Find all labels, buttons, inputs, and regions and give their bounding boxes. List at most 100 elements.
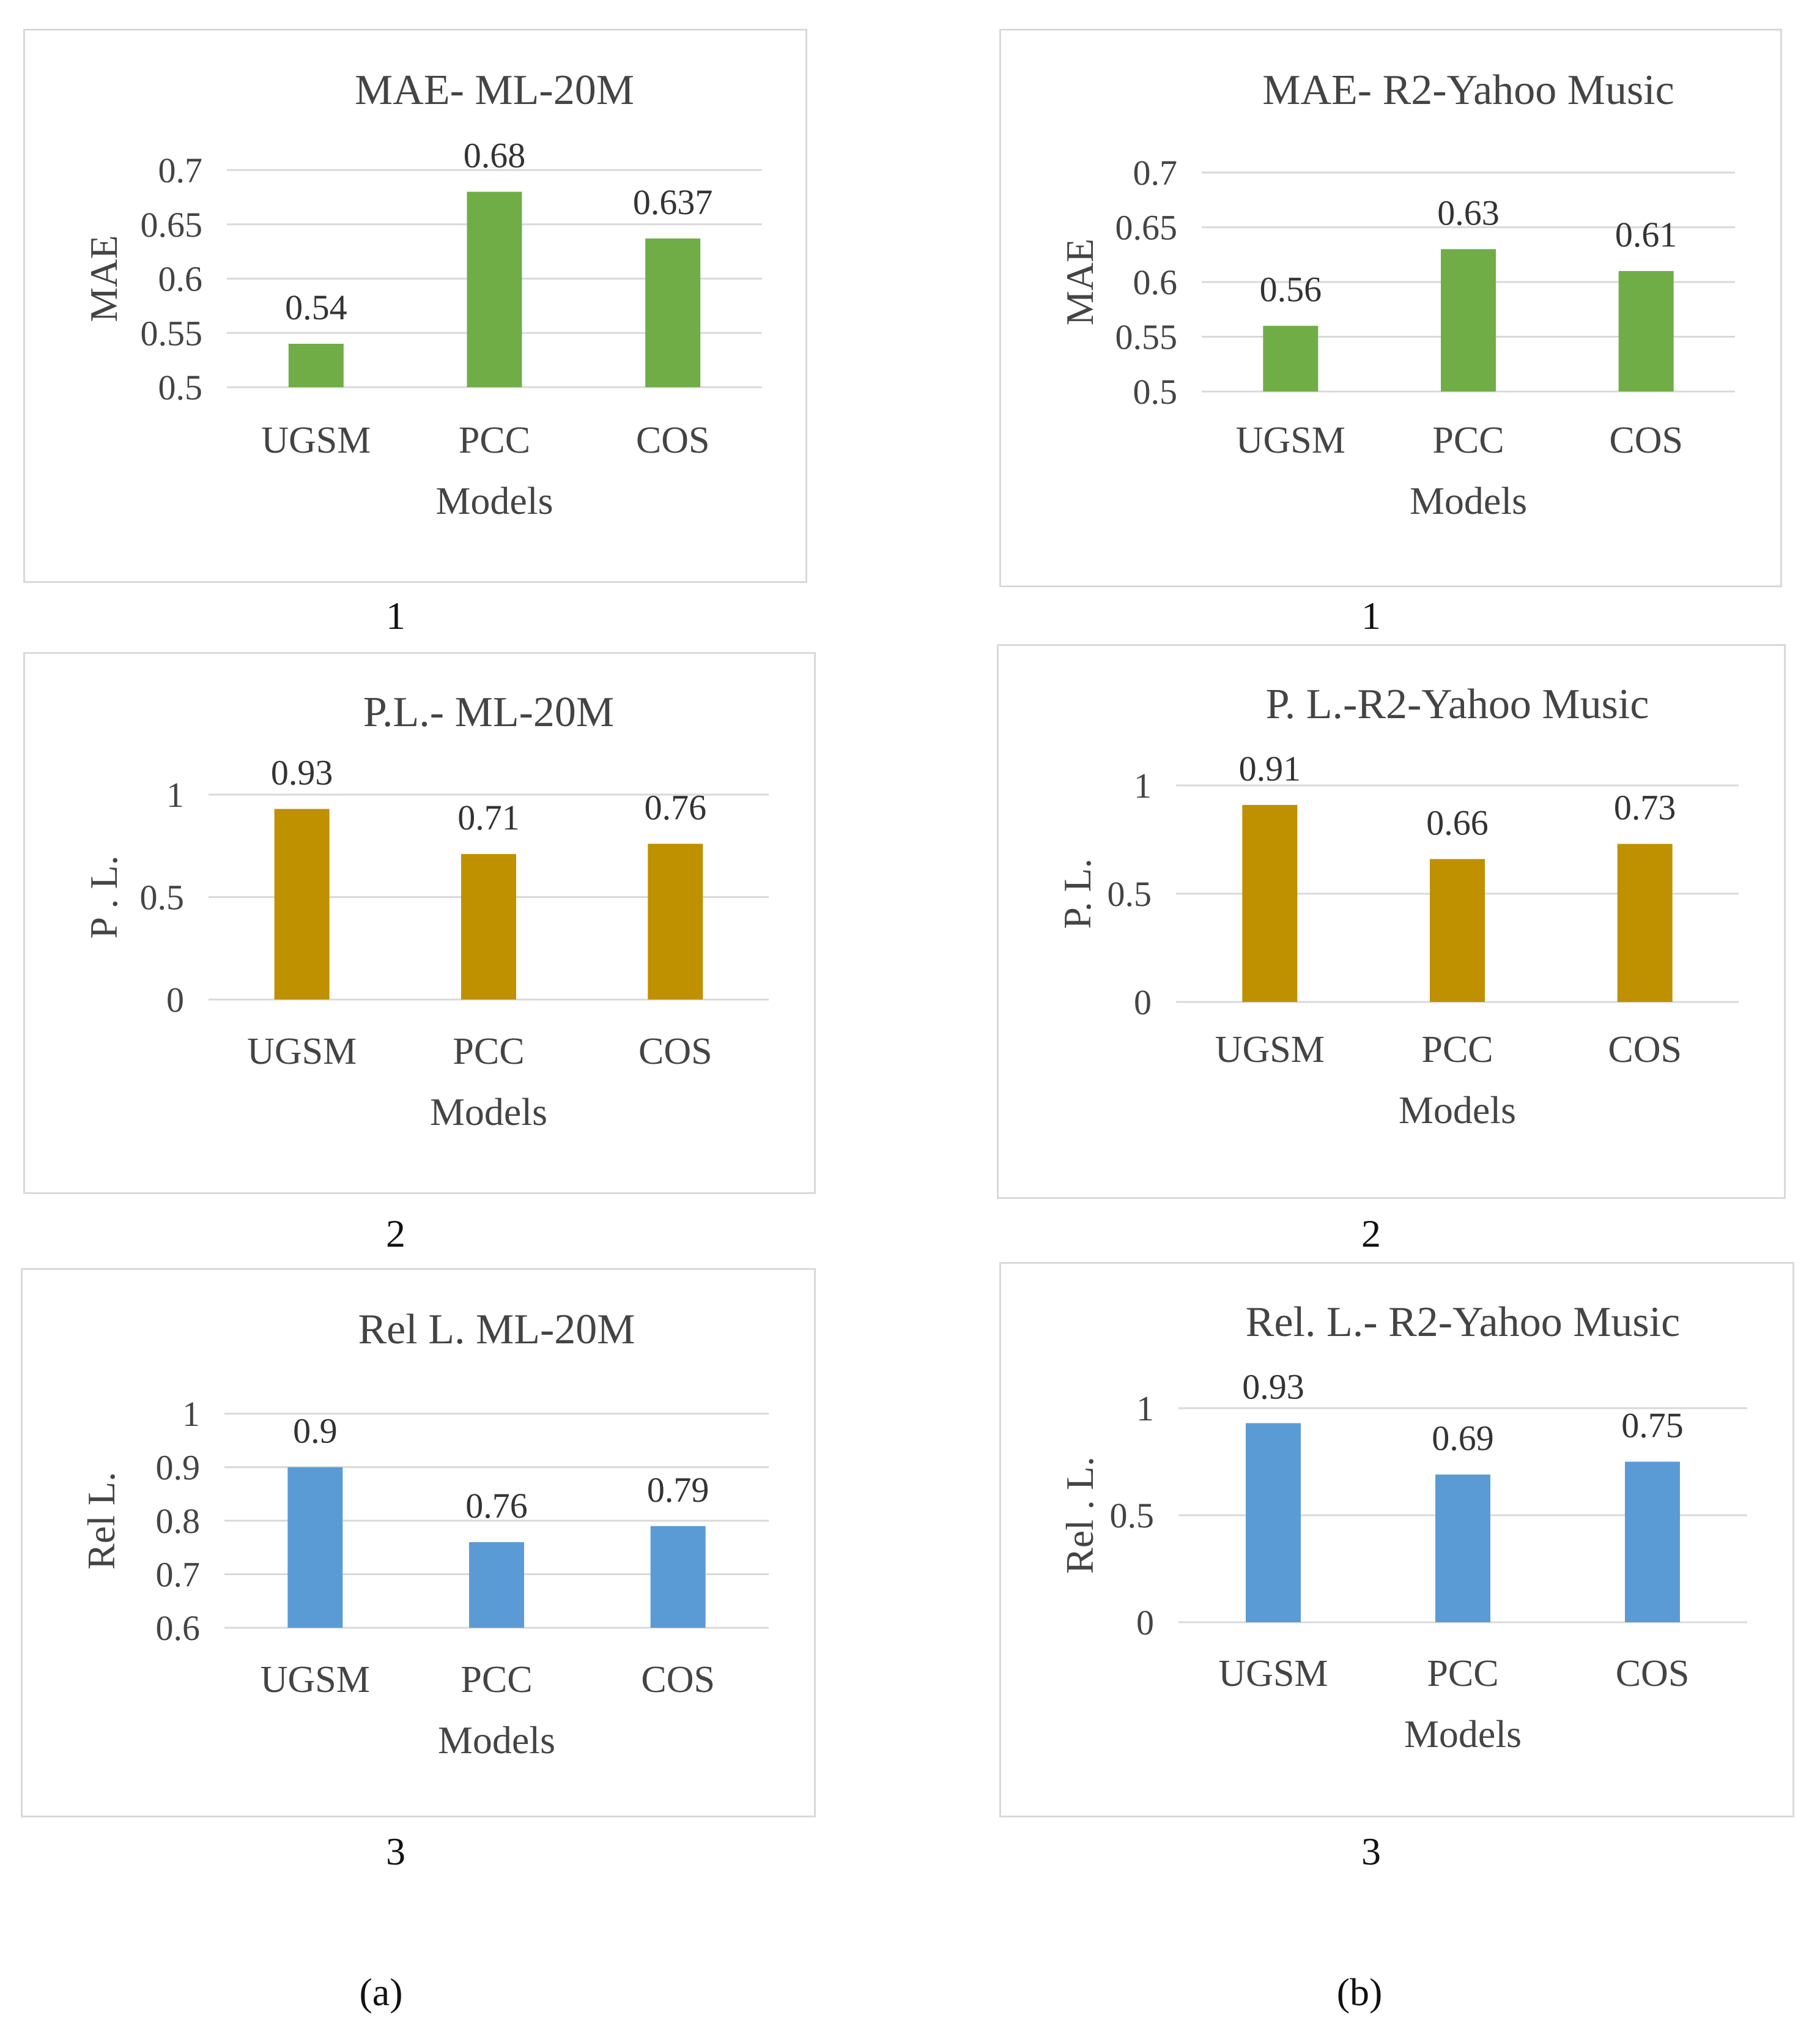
bar-cos: [645, 238, 701, 387]
y-tick-label: 1: [1134, 766, 1152, 806]
chart-panel-mae-yahoo: MAE- R2-Yahoo Music 0.5 0.55 0.6 0.65 0.7 0.56…: [999, 29, 1782, 587]
chart-panel-pl-ml20m: P.L.- ML-20M 0 0.5 1 0.93 UGSM 0.71 PCC 0.76 COS M…: [23, 652, 816, 1194]
data-label: 0.68: [464, 136, 526, 176]
chart-title: Rel. L.- R2-Yahoo Music: [1246, 1299, 1680, 1346]
chart-svg: MAE- R2-Yahoo Music 0.5 0.55 0.6 0.65 0.7 0.56…: [1058, 67, 1735, 522]
chart-title: MAE- R2-Yahoo Music: [1262, 67, 1674, 114]
y-tick-label: 0.55: [1115, 317, 1178, 357]
x-tick-label: PCC: [1432, 420, 1504, 461]
bar-ugsm: [1242, 804, 1298, 1002]
chart-caption: 3: [386, 1830, 405, 1873]
chart-title: MAE- ML-20M: [355, 67, 634, 114]
chart-caption: 2: [386, 1212, 405, 1255]
y-axis-title: Rel L.: [80, 1472, 123, 1570]
chart-title: P. L.-R2-Yahoo Music: [1266, 681, 1649, 728]
x-tick-label: PCC: [453, 1031, 524, 1072]
data-label: 0.61: [1615, 215, 1678, 254]
y-tick-label: 0: [166, 980, 184, 1020]
y-tick-label: 0.65: [1115, 208, 1178, 248]
data-label: 0.93: [271, 752, 333, 792]
bar-cos: [1617, 844, 1673, 1002]
y-tick-label: 0.9: [156, 1448, 201, 1488]
subfigure-label-b: (b): [1336, 1970, 1383, 2014]
bar-cos: [648, 844, 703, 1000]
y-tick-label: 1: [1136, 1389, 1154, 1428]
chart-caption: 3: [1361, 1830, 1381, 1873]
data-label: 0.91: [1239, 749, 1301, 788]
y-tick-label: 0.5: [1110, 1496, 1155, 1535]
data-label: 0.76: [645, 787, 707, 827]
bar-ugsm: [1246, 1423, 1301, 1622]
x-tick-label: UGSM: [1218, 1653, 1328, 1694]
data-label: 0.79: [647, 1470, 709, 1510]
x-tick-label: UGSM: [1236, 420, 1345, 461]
data-label: 0.637: [633, 182, 713, 222]
bar-cos: [650, 1526, 706, 1628]
data-label: 0.54: [285, 288, 347, 327]
bar-ugsm: [274, 809, 330, 1000]
y-axis-title: MAE: [82, 235, 125, 322]
data-label: 0.93: [1242, 1367, 1304, 1407]
y-tick-label: 0.7: [158, 150, 203, 190]
y-tick-label: 0.55: [141, 313, 203, 353]
y-tick-label: 1: [182, 1394, 200, 1434]
chart-svg: MAE- ML-20M 0.5 0.55 0.6 0.65 0.7 0.54 UGSM 0.68…: [82, 67, 762, 522]
data-label: 0.73: [1614, 788, 1676, 828]
chart-panel-rell-ml20m: Rel L. ML-20M 0.6 0.7 0.8 0.9 1 0.9 UGSM 0.76 PCC…: [21, 1268, 816, 1817]
chart-svg: Rel. L.- R2-Yahoo Music 0 0.5 1 0.93 UGSM 0.69…: [1058, 1299, 1747, 1756]
chart-caption: 1: [386, 594, 405, 637]
x-axis-title: Models: [1404, 1712, 1522, 1756]
x-axis-title: Models: [436, 479, 553, 522]
data-label: 0.66: [1426, 803, 1489, 842]
chart-panel-mae-ml20m: MAE- ML-20M 0.5 0.55 0.6 0.65 0.7 0.54 UGSM 0.68…: [23, 29, 807, 583]
x-tick-label: UGSM: [261, 1659, 370, 1701]
x-tick-label: UGSM: [247, 1031, 357, 1072]
y-axis-title: P . L.: [82, 855, 125, 938]
chart-svg: P. L.-R2-Yahoo Music 0 0.5 1 0.91 UGSM 0.66 PCC…: [1056, 681, 1739, 1132]
subfigure-label-a: (a): [359, 1970, 403, 2014]
x-tick-label: COS: [641, 1659, 715, 1701]
y-tick-label: 1: [166, 775, 184, 815]
y-axis-title: MAE: [1058, 239, 1101, 325]
y-tick-label: 0.7: [156, 1555, 201, 1595]
y-tick-label: 0.5: [1108, 874, 1152, 914]
y-tick-label: 0: [1134, 982, 1152, 1022]
y-tick-label: 0.6: [1133, 262, 1178, 302]
chart-caption: 2: [1361, 1212, 1381, 1255]
bar-pcc: [1435, 1474, 1490, 1622]
x-tick-label: COS: [1609, 420, 1683, 461]
data-label: 0.56: [1260, 270, 1322, 310]
y-tick-label: 0.6: [156, 1608, 201, 1648]
y-tick-label: 0.7: [1133, 153, 1178, 193]
y-tick-label: 0.5: [140, 878, 185, 918]
data-label: 0.63: [1437, 193, 1500, 232]
x-axis-title: Models: [430, 1090, 547, 1134]
y-axis-title: Rel . L.: [1058, 1456, 1101, 1574]
data-label: 0.75: [1621, 1406, 1684, 1445]
data-label: 0.9: [293, 1411, 338, 1451]
chart-panel-pl-yahoo: P. L.-R2-Yahoo Music 0 0.5 1 0.91 UGSM 0.66 PCC…: [997, 644, 1786, 1199]
y-tick-label: 0.8: [156, 1501, 201, 1541]
x-tick-label: PCC: [1427, 1653, 1498, 1694]
x-axis-title: Models: [438, 1718, 555, 1762]
x-tick-label: COS: [1608, 1029, 1682, 1070]
x-tick-label: PCC: [461, 1659, 532, 1701]
bar-pcc: [1430, 859, 1485, 1002]
chart-caption: 1: [1361, 594, 1381, 637]
bar-pcc: [469, 1542, 524, 1628]
x-tick-label: UGSM: [1215, 1029, 1325, 1070]
x-tick-label: COS: [1616, 1653, 1690, 1694]
bar-ugsm: [1263, 325, 1319, 391]
x-axis-title: Models: [1399, 1088, 1516, 1132]
chart-title: P.L.- ML-20M: [363, 689, 614, 736]
data-label: 0.76: [465, 1486, 528, 1526]
y-tick-label: 0.5: [158, 368, 203, 407]
bar-pcc: [461, 854, 516, 1000]
chart-panel-rell-yahoo: Rel. L.- R2-Yahoo Music 0 0.5 1 0.93 UGSM 0.69…: [999, 1262, 1794, 1817]
y-tick-label: 0.65: [141, 205, 203, 245]
chart-svg: Rel L. ML-20M 0.6 0.7 0.8 0.9 1 0.9 UGSM 0.76 PCC…: [80, 1306, 769, 1762]
bar-ugsm: [287, 1467, 343, 1628]
y-tick-label: 0.5: [1133, 372, 1178, 412]
y-tick-label: 0.6: [158, 259, 203, 299]
bar-cos: [1625, 1461, 1680, 1622]
